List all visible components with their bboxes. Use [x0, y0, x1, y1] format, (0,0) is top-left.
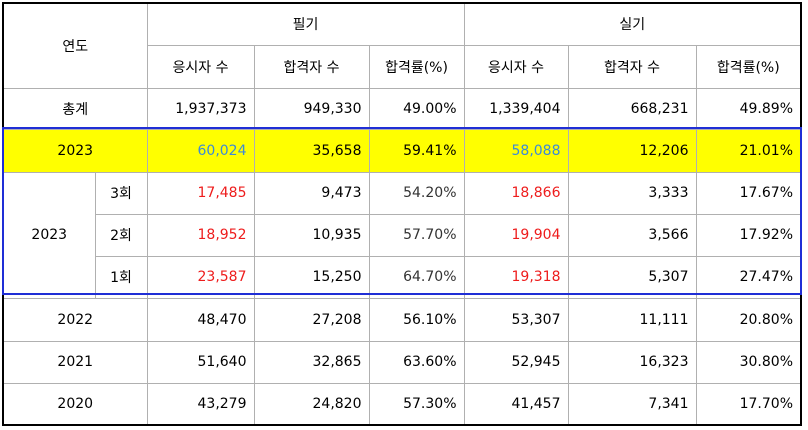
- highlight-practical-applicants: 58,088: [463, 128, 569, 173]
- highlight-year: 2023: [2, 128, 148, 173]
- year-label: 2022: [2, 297, 148, 342]
- round-written-applicants: 23,587: [146, 255, 255, 299]
- year-label: 2021: [2, 340, 148, 384]
- highlight-row: 2023 60,024 35,658 59.41% 58,088 12,206 …: [2, 128, 802, 173]
- round-practical-rate: 17.67%: [695, 171, 802, 215]
- round-written-rate: 54.20%: [368, 171, 465, 215]
- round-written-passers: 9,473: [253, 171, 370, 215]
- year-practical-passers: 7,341: [567, 382, 697, 426]
- round-row: 2023 3회 17,485 9,473 54.20% 18,866 3,333…: [2, 171, 802, 299]
- round-written-applicants: 18,952: [146, 213, 255, 257]
- round-label: 2회: [94, 213, 148, 257]
- round-written-passers: 10,935: [253, 213, 370, 257]
- round-written-applicants: 17,485: [146, 171, 255, 215]
- highlight-written-passers: 35,658: [253, 128, 370, 173]
- round-practical-rate: 17.92%: [695, 213, 802, 257]
- written-applicants-header: 응시자 수: [146, 44, 255, 89]
- round-practical-passers: 3,333: [567, 171, 697, 215]
- year-practical-rate: 30.80%: [695, 340, 802, 384]
- year-written-applicants: 51,640: [146, 340, 255, 384]
- total-practical-rate: 49.89%: [695, 87, 802, 130]
- year-written-passers: 24,820: [253, 382, 370, 426]
- year-row: 2021 51,640 32,865 63.60% 52,945 16,323 …: [2, 340, 802, 384]
- practical-applicants-header: 응시자 수: [463, 44, 569, 89]
- exam-stats-table: 연도 필기 실기 응시자 수 합격자 수 합격률(%) 응시자 수 합격자 수 …: [2, 2, 802, 426]
- year-practical-rate: 17.70%: [695, 382, 802, 426]
- year-row: 2020 43,279 24,820 57.30% 41,457 7,341 1…: [2, 382, 802, 426]
- year-written-applicants: 43,279: [146, 382, 255, 426]
- practical-rate-header: 합격률(%): [695, 44, 802, 89]
- round-written-passers: 15,250: [253, 255, 370, 299]
- total-written-rate: 49.00%: [368, 87, 465, 130]
- year-written-rate: 57.30%: [368, 382, 465, 426]
- year-written-passers: 27,208: [253, 297, 370, 342]
- year-practical-passers: 11,111: [567, 297, 697, 342]
- round-practical-applicants: 18,866: [463, 171, 569, 215]
- year-practical-rate: 20.80%: [695, 297, 802, 342]
- round-practical-passers: 3,566: [567, 213, 697, 257]
- year-practical-applicants: 41,457: [463, 382, 569, 426]
- year-row: 2022 48,470 27,208 56.10% 53,307 11,111 …: [2, 297, 802, 342]
- written-rate-header: 합격률(%): [368, 44, 465, 89]
- total-practical-applicants: 1,339,404: [463, 87, 569, 130]
- total-written-applicants: 1,937,373: [146, 87, 255, 130]
- round-written-rate: 57.70%: [368, 213, 465, 257]
- practical-header: 실기: [463, 2, 802, 46]
- highlight-written-applicants: 60,024: [146, 128, 255, 173]
- highlight-practical-rate: 21.01%: [695, 128, 802, 173]
- highlight-practical-passers: 12,206: [567, 128, 697, 173]
- total-practical-passers: 668,231: [567, 87, 697, 130]
- round-written-rate: 64.70%: [368, 255, 465, 299]
- total-row: 총계 1,937,373 949,330 49.00% 1,339,404 66…: [2, 87, 802, 130]
- highlight-written-rate: 59.41%: [368, 128, 465, 173]
- round-row: 1회 23,587 15,250 64.70% 19,318 5,307 27.…: [3, 255, 802, 299]
- year-written-passers: 32,865: [253, 340, 370, 384]
- year-label: 2020: [2, 382, 148, 426]
- round-label: 3회: [94, 171, 148, 215]
- year-written-applicants: 48,470: [146, 297, 255, 342]
- total-written-passers: 949,330: [253, 87, 370, 130]
- year-written-rate: 56.10%: [368, 297, 465, 342]
- year-practical-passers: 16,323: [567, 340, 697, 384]
- round-practical-applicants: 19,318: [463, 255, 569, 299]
- round-practical-applicants: 19,904: [463, 213, 569, 257]
- year-practical-applicants: 52,945: [463, 340, 569, 384]
- round-practical-rate: 27.47%: [695, 255, 802, 299]
- rounds-year: 2023: [2, 171, 96, 299]
- total-label: 총계: [2, 87, 148, 130]
- written-passers-header: 합격자 수: [253, 44, 370, 89]
- round-row: 2회 18,952 10,935 57.70% 19,904 3,566 17.…: [3, 213, 802, 257]
- practical-passers-header: 합격자 수: [567, 44, 697, 89]
- year-written-rate: 63.60%: [368, 340, 465, 384]
- written-header: 필기: [146, 2, 465, 46]
- round-practical-passers: 5,307: [567, 255, 697, 299]
- round-label: 1회: [94, 255, 148, 299]
- year-header: 연도: [2, 2, 148, 89]
- year-practical-applicants: 53,307: [463, 297, 569, 342]
